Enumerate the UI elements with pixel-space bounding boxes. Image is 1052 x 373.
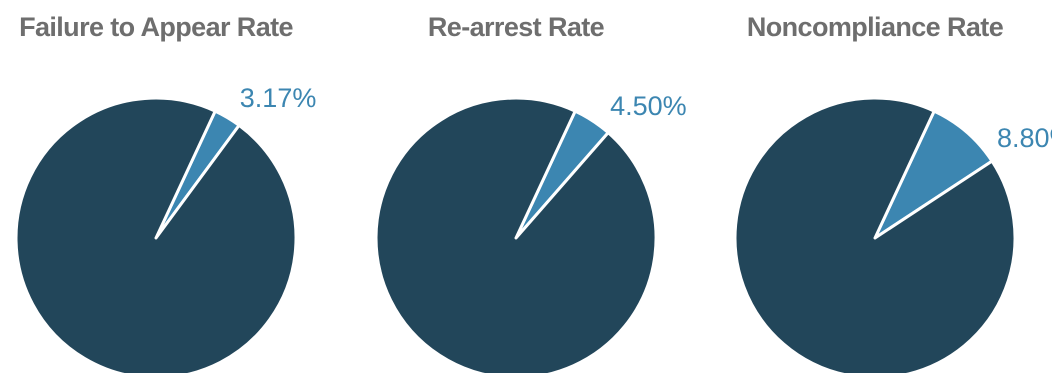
pie-svg (733, 96, 1017, 373)
pie-slice-label: 8.80% (997, 123, 1052, 154)
pie-chart-noncompliance: Noncompliance Rate 8.80% (719, 0, 1052, 373)
pie-chart-re-arrest: Re-arrest Rate 4.50% (360, 0, 687, 373)
pie-slice-remainder (733, 96, 1017, 373)
pie-chart-failure-to-appear: Failure to Appear Rate 3.17% (0, 0, 316, 373)
chart-title: Noncompliance Rate (746, 12, 1004, 42)
pie-slice-label: 4.50% (610, 91, 687, 122)
pie-slice-remainder (374, 96, 658, 373)
chart-title: Failure to Appear Rate (19, 12, 293, 42)
chart-title: Re-arrest Rate (427, 12, 605, 42)
pie-slice-label: 3.17% (239, 82, 317, 113)
pie-svg (14, 96, 298, 373)
pie-slice-remainder (14, 96, 298, 373)
pie-svg (374, 96, 658, 373)
